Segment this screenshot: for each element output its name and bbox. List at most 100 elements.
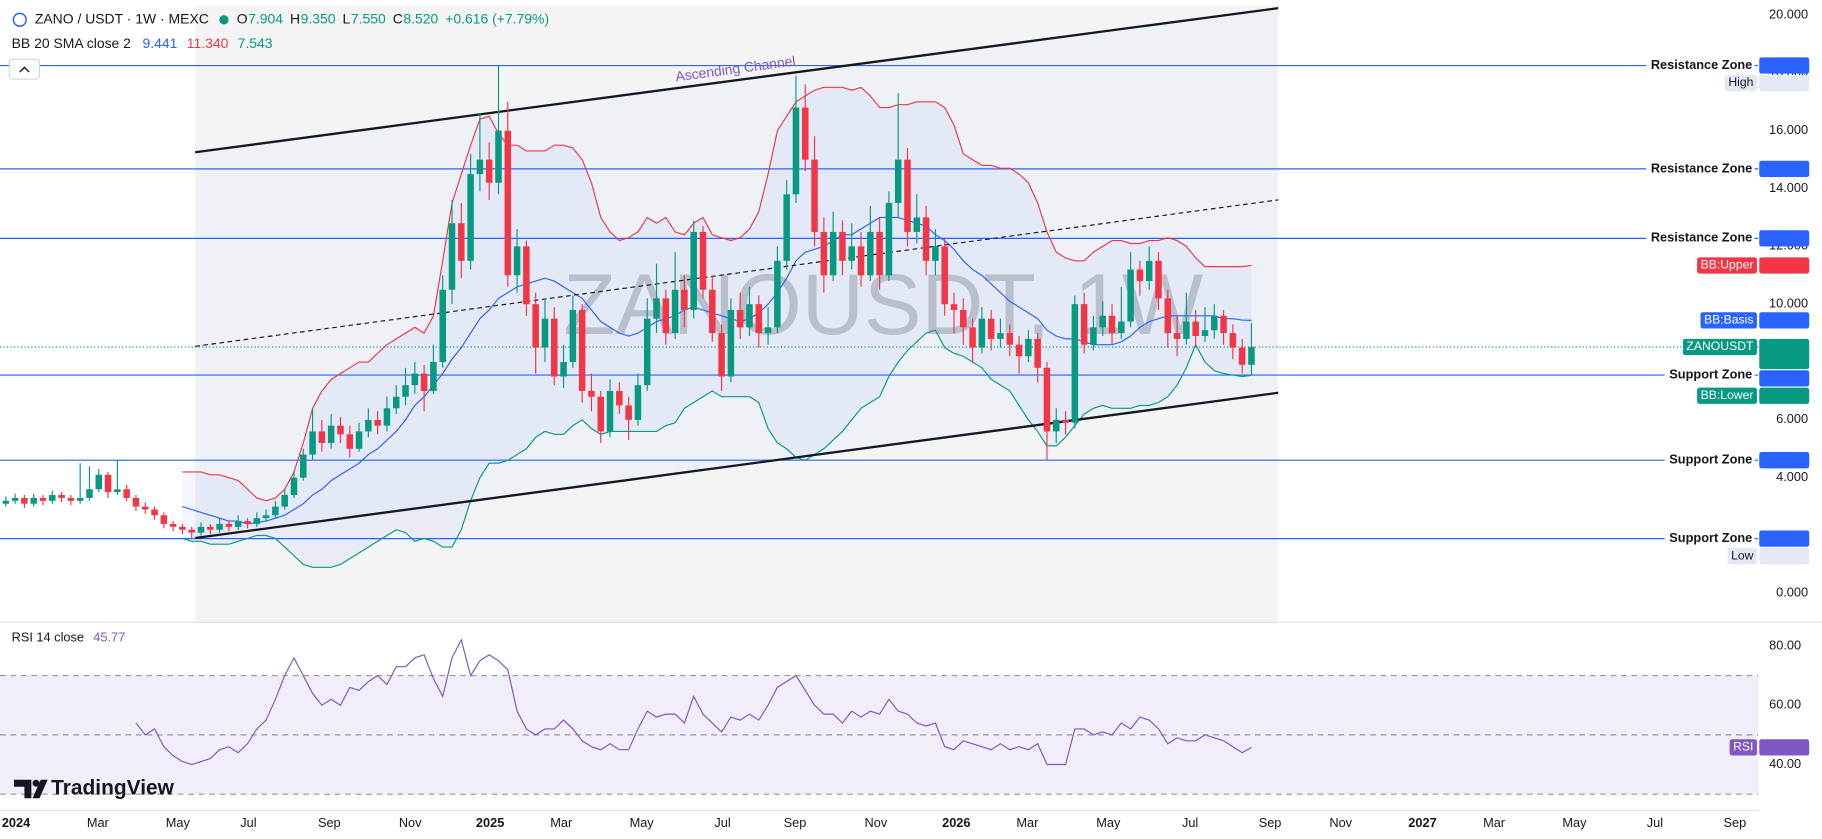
candle-body (234, 521, 242, 527)
bb-fill (182, 87, 1252, 568)
candle-body (606, 390, 614, 432)
y-tick-label: 16.000 (1769, 122, 1808, 137)
candle-body (792, 107, 800, 195)
rsi-tick-label: 40.00 (1769, 756, 1801, 771)
candle-body (653, 298, 660, 319)
candle-body (541, 318, 549, 348)
candle-body (207, 526, 214, 530)
name-tag: BB:Upper (1701, 258, 1754, 272)
candle-body (904, 159, 911, 232)
name-tag-bg (1697, 387, 1757, 404)
x-tick-label: Nov (1329, 815, 1352, 830)
candle-body (169, 523, 177, 527)
candle-body (1099, 315, 1106, 328)
name-tag-bg (1697, 257, 1757, 274)
collapse-button[interactable] (8, 58, 41, 80)
candle-body (978, 318, 986, 348)
x-tick-label: Jul (240, 815, 256, 830)
candle-body (802, 107, 809, 160)
candle-body (2, 500, 10, 504)
bb-line (182, 329, 1252, 568)
candle-body (58, 495, 65, 498)
x-tick-label: Jul (1647, 815, 1663, 830)
candle-body (625, 405, 632, 420)
candle-body (783, 194, 790, 261)
candle-body (560, 362, 567, 377)
price-badge-bg (1759, 452, 1810, 469)
candle-body (969, 327, 976, 348)
candle-body (950, 304, 958, 310)
candle-body (922, 217, 930, 261)
rsi-tick-label: 80.00 (1769, 637, 1801, 652)
price-badge-bg (1759, 230, 1810, 247)
candle-body (727, 309, 735, 377)
x-tick-label: Jul (1182, 815, 1198, 830)
candle-body (1136, 269, 1144, 282)
candle-body (1071, 304, 1079, 423)
candle-body (1183, 321, 1190, 339)
candle-body (913, 217, 921, 232)
x-tick-label: Nov (399, 815, 422, 830)
name-tag: RSI (1733, 740, 1753, 754)
candle-body (11, 497, 19, 501)
candle-body (811, 159, 818, 232)
candle-body (839, 231, 846, 261)
x-tick-label: Jul (714, 815, 730, 830)
candle-body (643, 318, 651, 386)
candle-body (272, 506, 279, 516)
price-badge-bg (1759, 387, 1810, 404)
channel-mid (195, 199, 1279, 347)
name-tag-bg (1729, 739, 1757, 756)
level-label: Resistance Zone (1651, 230, 1752, 245)
symbol-icon (12, 12, 27, 27)
candle-body (365, 419, 372, 432)
candle-body (857, 246, 865, 276)
candle-body (216, 523, 223, 530)
candle-body (86, 489, 93, 498)
candle-body (1127, 269, 1134, 322)
ohlc-value: 7.550 (351, 10, 386, 26)
name-tag: ZANOUSDT (1686, 339, 1754, 353)
market-status (219, 15, 229, 25)
candle-body (1080, 304, 1088, 345)
candle-body (76, 497, 84, 501)
name-tag-bg (1724, 74, 1757, 92)
candle-body (114, 489, 121, 493)
bb-line (182, 86, 1252, 502)
candle-body (467, 174, 474, 261)
x-tick-label: 2027 (1408, 815, 1436, 830)
candle-body (402, 385, 409, 397)
candle-body (1118, 321, 1125, 334)
candle-body (987, 318, 995, 339)
candle-body (1062, 419, 1069, 423)
candle-body (132, 497, 140, 507)
candle-body (151, 509, 158, 516)
ohlc-label: H (290, 10, 300, 26)
candle-body (1220, 315, 1227, 334)
candle-body (244, 521, 251, 524)
y-tick-label: 4.000 (1776, 469, 1808, 484)
candle-body (1034, 338, 1041, 368)
candle-body (160, 515, 168, 524)
x-tick-label: Sep (318, 815, 341, 830)
candle-body (290, 477, 298, 496)
name-tag: BB:Lower (1701, 388, 1754, 402)
candle-body (225, 523, 233, 527)
x-tick-label: May (1096, 815, 1121, 830)
candle-body (439, 289, 446, 363)
candle-body (300, 454, 307, 478)
x-tick-label: Sep (1259, 815, 1282, 830)
candle-body (709, 289, 716, 334)
candle-body (597, 396, 605, 432)
candle-body (504, 130, 512, 276)
candle-body (476, 159, 484, 175)
candles (2, 65, 1255, 539)
candle-body (662, 298, 670, 334)
channel-upper (195, 7, 1279, 154)
candle-body (30, 497, 37, 504)
price-badge-bg (1759, 338, 1810, 370)
candle-body (634, 385, 642, 420)
candle-body (420, 373, 428, 391)
candle-body (21, 497, 28, 504)
